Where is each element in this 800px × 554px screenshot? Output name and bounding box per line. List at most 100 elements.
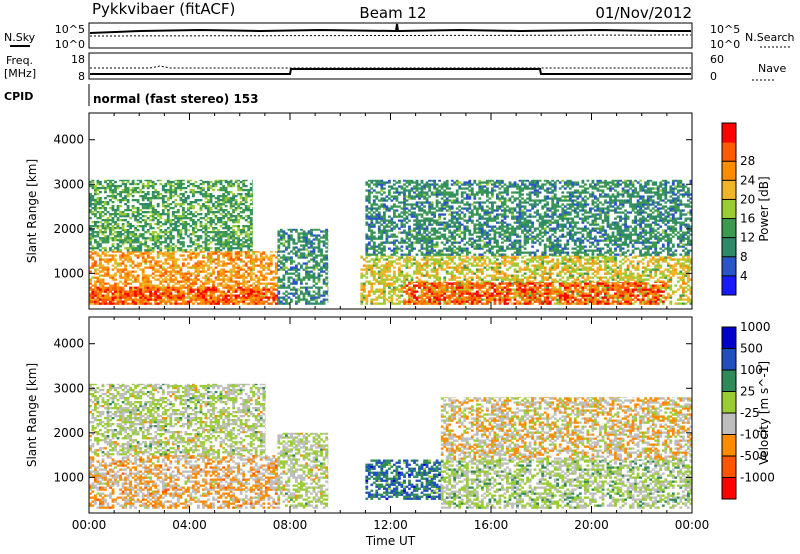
power-cell <box>136 286 140 289</box>
power-cell <box>179 231 183 234</box>
power-cell <box>89 184 92 188</box>
power-cell <box>556 258 560 261</box>
power-cell <box>94 215 97 218</box>
power-cell <box>104 260 107 263</box>
power-cell <box>398 302 401 305</box>
power-cell <box>119 239 122 242</box>
power-cell <box>199 213 203 216</box>
power-cell <box>377 282 381 285</box>
power-cell <box>91 300 95 303</box>
power-cell <box>139 284 143 287</box>
power-cell <box>257 270 261 273</box>
power-cell <box>91 247 95 250</box>
power-cell <box>146 247 150 250</box>
power-cell <box>237 274 240 277</box>
power-cell <box>129 272 132 275</box>
power-cell <box>101 280 105 283</box>
power-cell <box>463 302 467 305</box>
power-cell <box>121 260 125 263</box>
power-cell <box>149 201 153 204</box>
power-cell <box>383 266 386 269</box>
power-cell <box>264 290 268 293</box>
power-cell <box>465 260 469 263</box>
power-cell <box>106 274 110 277</box>
power-cell <box>222 290 225 293</box>
power-cell <box>247 205 251 208</box>
power-cell <box>229 235 233 238</box>
power-cell <box>104 221 107 224</box>
power-cell <box>104 213 107 216</box>
power-cell <box>403 282 406 285</box>
power-cell <box>277 250 281 253</box>
power-cell <box>360 274 364 277</box>
power-cell <box>428 302 431 305</box>
power-cell <box>285 266 288 269</box>
power-cell <box>264 262 268 265</box>
power-cell <box>503 278 507 281</box>
power-cell <box>463 266 467 269</box>
power-cell <box>89 278 92 281</box>
power-cell <box>134 288 137 291</box>
power-cell <box>423 298 426 301</box>
power-cell <box>548 294 552 297</box>
power-cell <box>134 199 137 202</box>
power-cell <box>116 235 120 238</box>
power-cell <box>217 296 220 299</box>
power-cell <box>480 282 484 285</box>
power-cell <box>362 282 366 285</box>
power-cell <box>199 209 203 212</box>
power-cell <box>511 264 514 267</box>
power-cell <box>94 235 97 238</box>
power-cell <box>154 213 158 216</box>
power-cell <box>192 251 195 253</box>
power-cell <box>182 245 185 248</box>
power-cell <box>486 274 489 277</box>
power-cell <box>269 262 273 265</box>
power-cell <box>91 292 95 295</box>
power-cell <box>151 231 155 234</box>
power-cell <box>528 260 532 263</box>
power-cell <box>229 217 233 220</box>
power-cell <box>119 251 122 253</box>
power-cell <box>317 292 321 295</box>
power-cell <box>380 296 384 299</box>
power-cell <box>134 298 137 301</box>
power-cell <box>209 237 213 240</box>
power-cell <box>237 227 240 230</box>
power-cell <box>114 294 117 297</box>
power-cell <box>119 264 122 267</box>
power-cell <box>458 256 462 259</box>
power-cell <box>164 229 168 232</box>
power-cell <box>302 248 306 251</box>
power-cell <box>184 227 188 230</box>
power-cell <box>187 209 190 212</box>
power-cell <box>267 290 271 293</box>
power-cell <box>176 231 180 234</box>
power-cell <box>252 249 253 252</box>
power-cell <box>111 249 115 252</box>
power-cell <box>124 294 127 297</box>
power-cell <box>435 262 439 265</box>
power-cell <box>146 300 150 303</box>
power-cell <box>159 270 163 273</box>
power-cell <box>199 191 203 194</box>
power-cell <box>116 225 120 228</box>
power-cell <box>136 294 140 297</box>
power-cell <box>189 179 193 182</box>
freq-top-tick: 18 <box>71 53 85 66</box>
power-cell <box>207 300 210 303</box>
power-cell <box>496 284 499 287</box>
power-cell <box>398 294 401 297</box>
power-cell <box>445 300 449 303</box>
power-cell <box>222 254 225 257</box>
power-cell <box>322 266 326 269</box>
power-cell <box>242 227 246 230</box>
power-cell <box>109 276 112 279</box>
power-cell <box>362 274 366 277</box>
power-cell <box>242 245 246 248</box>
power-cell <box>448 272 452 275</box>
power-cell <box>184 201 188 204</box>
power-cell <box>217 258 220 261</box>
power-cell <box>141 235 145 238</box>
power-cell <box>287 242 291 245</box>
